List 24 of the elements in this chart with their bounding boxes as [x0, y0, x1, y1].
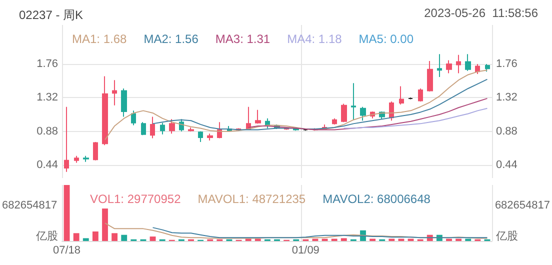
text: MA4: 1.18 — [287, 32, 342, 46]
y2-tick-label: 0.44 — [496, 158, 518, 171]
chart-title: 02237 - 周K — [19, 8, 84, 22]
y-tick-label: 1.32 — [36, 92, 58, 104]
text: 682654817 — [494, 200, 550, 212]
y2-tick-label: 0.88 — [496, 125, 518, 138]
x-tick-label: 07/18 — [53, 244, 81, 256]
y-tick-label: 1.76 — [36, 58, 58, 70]
y2-tick-label: 1.76 — [496, 58, 518, 70]
y-tick-label: 0.44 — [36, 158, 58, 171]
text: 682654817 — [2, 200, 58, 212]
legend-label: MA5: 0.00 — [358, 32, 414, 46]
text: MA1: 1.68 — [72, 32, 128, 46]
text: MA2: 1.56 — [144, 32, 199, 46]
y2-tick-label: 1.32 — [496, 92, 518, 104]
series-label: VOL1: 29770952 — [90, 192, 182, 206]
text: 2023-05-26 11:58:56 — [424, 6, 538, 20]
y-tick-label: 0.88 — [36, 125, 58, 138]
text: MAVOL2: 68006648 — [322, 192, 431, 206]
y2-axis-title: 亿股 — [495, 230, 518, 242]
x-tick-label: 01/09 — [292, 244, 320, 256]
text: MAVOL1: 48721235 — [198, 192, 306, 206]
y-axis-title: 亿股 — [35, 230, 58, 242]
text: MA3: 1.31 — [215, 32, 270, 46]
